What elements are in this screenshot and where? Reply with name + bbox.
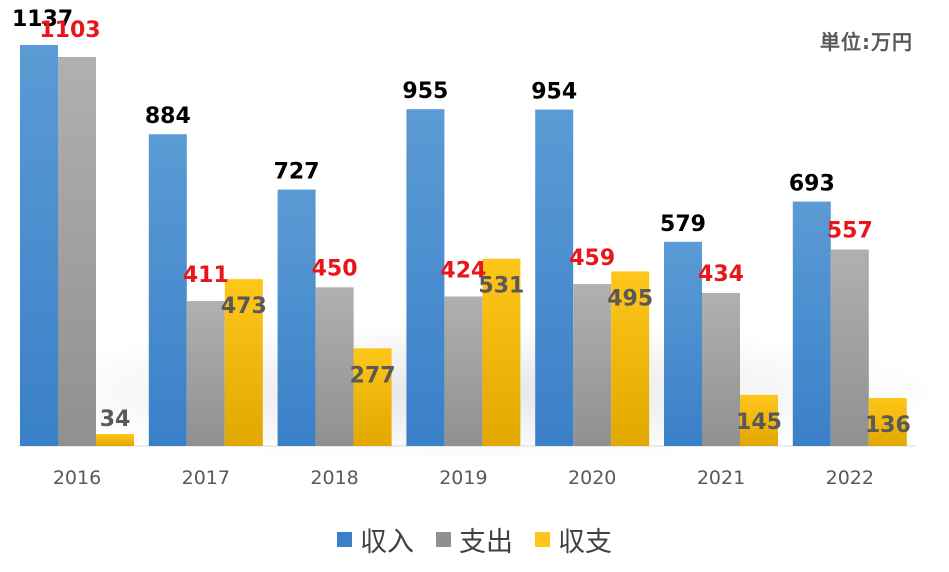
bar-income-2018[interactable] — [277, 189, 316, 446]
legend: 収入 支出 収支 — [0, 520, 949, 559]
data-label-expense-2016: 1103 — [39, 18, 100, 43]
data-label-income-2022: 693 — [789, 172, 835, 197]
bar-balance-2021[interactable] — [740, 394, 778, 446]
bar-balance-2016[interactable] — [96, 434, 134, 446]
data-label-expense-2017: 411 — [183, 263, 229, 288]
bar-income-2016[interactable] — [20, 45, 58, 446]
x-tick-label-2016: 2016 — [53, 467, 101, 489]
data-label-expense-2018: 450 — [312, 256, 358, 281]
data-label-income-2018: 727 — [274, 160, 320, 185]
data-label-balance-2020: 495 — [607, 286, 653, 311]
data-label-income-2016: 1137 — [12, 7, 73, 32]
x-tick-label-2018: 2018 — [310, 467, 358, 489]
bar-expense-2018[interactable] — [315, 287, 354, 446]
legend-label-income: 収入 — [360, 527, 414, 558]
unit-label: 単位:万円 — [820, 30, 913, 54]
bar-balance-2017[interactable] — [224, 279, 263, 446]
x-tick-label-2019: 2019 — [439, 467, 487, 489]
bar-expense-2019[interactable] — [444, 296, 483, 446]
bar-income-2017[interactable] — [148, 134, 187, 446]
x-tick-label-2017: 2017 — [182, 467, 230, 489]
data-label-expense-2019: 424 — [440, 258, 486, 283]
bar-expense-2021[interactable] — [702, 292, 740, 446]
data-label-expense-2022: 557 — [827, 219, 873, 244]
x-tick-label-2022: 2022 — [826, 467, 874, 489]
data-label-income-2020: 954 — [531, 80, 577, 105]
bar-income-2019[interactable] — [406, 109, 445, 446]
data-label-balance-2017: 473 — [221, 294, 267, 319]
x-tick-labels-layer: 2016 2017 2018 2019 2020 2021 2022 — [53, 467, 874, 489]
bar-expense-2022[interactable] — [830, 249, 869, 446]
bar-balance-2022[interactable] — [868, 398, 907, 446]
bar-income-2020[interactable] — [535, 109, 574, 446]
legend-item-income[interactable]: 収入 — [337, 520, 414, 559]
data-label-balance-2022: 136 — [865, 413, 911, 438]
bar-balance-2020[interactable] — [611, 271, 650, 446]
legend-swatch-expense — [436, 532, 451, 547]
legend-swatch-income — [337, 532, 352, 547]
bar-balance-2019[interactable] — [482, 258, 521, 446]
bar-income-2021[interactable] — [664, 241, 702, 446]
data-label-balance-2016: 34 — [100, 407, 131, 432]
legend-item-expense[interactable]: 支出 — [436, 520, 513, 559]
x-tick-label-2020: 2020 — [568, 467, 616, 489]
data-label-income-2017: 884 — [145, 104, 191, 129]
data-label-income-2021: 579 — [660, 212, 706, 237]
bar-expense-2017[interactable] — [186, 301, 225, 446]
bar-balance-2018[interactable] — [353, 348, 392, 446]
data-label-expense-2021: 434 — [698, 262, 744, 287]
data-label-balance-2018: 277 — [350, 363, 396, 388]
bar-income-2022[interactable] — [792, 201, 831, 446]
legend-item-balance[interactable]: 収支 — [535, 520, 612, 559]
data-label-balance-2021: 145 — [736, 410, 782, 435]
data-label-income-2019: 955 — [402, 79, 448, 104]
bar-expense-2020[interactable] — [573, 284, 612, 446]
legend-label-balance: 収支 — [558, 527, 612, 558]
bar-expense-2016[interactable] — [58, 56, 96, 446]
legend-swatch-balance — [535, 532, 550, 547]
data-label-balance-2019: 531 — [478, 274, 524, 299]
data-label-expense-2020: 459 — [569, 246, 615, 271]
x-tick-label-2021: 2021 — [697, 467, 745, 489]
bars-layer — [20, 45, 907, 446]
legend-label-expense: 支出 — [459, 527, 513, 558]
